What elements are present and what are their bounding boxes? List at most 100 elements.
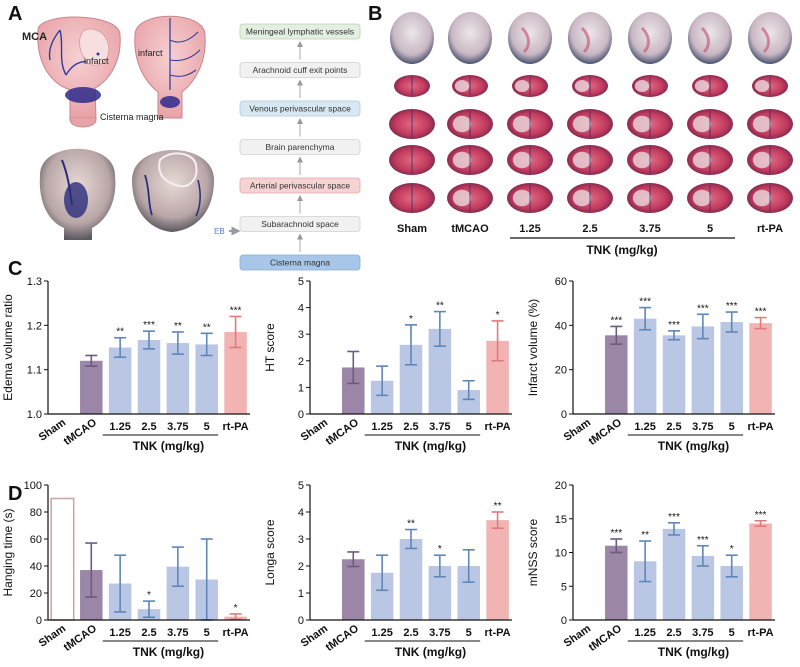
y-tick-label: 4	[298, 303, 304, 315]
flow-step-box	[239, 23, 361, 40]
group-label: 1.25	[519, 223, 540, 235]
bar	[166, 566, 190, 620]
bar	[399, 344, 423, 414]
y-tick-label: 5	[561, 581, 567, 593]
x-tick-label: tMCAO	[324, 416, 362, 447]
bar-charts: 1.01.11.21.3***** ** *****Edema volume rat…	[1, 276, 775, 659]
bar	[80, 360, 103, 414]
y-tick-label: 40	[555, 320, 567, 332]
bar	[457, 390, 480, 414]
bar	[166, 343, 190, 414]
y-tick-label: 3	[298, 329, 304, 341]
panel-label-b: B	[368, 3, 382, 25]
bar	[720, 566, 743, 620]
x-tick-label: 2.5	[666, 627, 681, 639]
significance-marker: **	[203, 322, 211, 333]
y-tick-label: 15	[555, 514, 567, 526]
y-tick-label: 80	[30, 507, 42, 519]
cisterna-magna-label: Cisterna magna	[100, 112, 164, 122]
bar	[137, 339, 161, 414]
group-label: 2.5	[582, 223, 597, 235]
x-tick-label: 1.25	[634, 421, 655, 433]
x-tick-label: 3.75	[429, 627, 450, 639]
brain-photo-top	[628, 12, 672, 64]
brain-photo-top	[568, 12, 612, 64]
significance-marker: **	[407, 519, 415, 530]
brain-photo-top	[448, 12, 492, 64]
y-tick-label: 1.3	[27, 276, 42, 288]
significance-marker: *	[234, 603, 238, 614]
x-tick-label: 3.75	[429, 421, 450, 433]
x-tick-label: tMCAO	[587, 416, 625, 447]
flow-step-text: Subarachnoid space	[261, 219, 339, 229]
brain-photo-top	[688, 12, 732, 64]
y-tick-label: 0	[561, 409, 567, 421]
significance-marker: *	[496, 310, 500, 321]
bar	[662, 335, 686, 414]
y-tick-label: 20	[555, 365, 567, 377]
group-label: 5	[707, 223, 713, 235]
bar	[605, 335, 628, 414]
bar	[486, 340, 509, 414]
bar	[749, 323, 772, 414]
significance-marker: **	[494, 501, 502, 512]
y-tick-label: 5	[298, 276, 304, 288]
flow-step-text: Meningeal lymphatic vessels	[246, 27, 354, 37]
y-tick-label: 40	[30, 561, 42, 573]
significance-marker: ***	[755, 307, 767, 318]
group-label: 3.75	[639, 223, 660, 235]
significance-marker: ***	[610, 528, 622, 539]
x-tick-label: rt-PA	[485, 421, 511, 433]
x-tick-label: 3.75	[692, 421, 713, 433]
y-tick-label: 60	[30, 534, 42, 546]
x-group-label: TNK (mg/kg)	[395, 439, 466, 453]
significance-marker: ***	[726, 301, 738, 312]
bar	[370, 572, 394, 620]
x-group-label: TNK (mg/kg)	[133, 439, 204, 453]
y-tick-label: 1.0	[27, 409, 42, 421]
y-tick-label: 1.2	[27, 320, 42, 332]
significance-marker: ***	[230, 305, 242, 316]
significance-marker: **	[641, 530, 649, 541]
flow-step-text: Brain parenchyma	[266, 142, 335, 152]
brain-photo-top	[390, 12, 434, 64]
x-tick-label: tMCAO	[62, 416, 100, 447]
flow-step-text: Venous perivascular space	[249, 104, 351, 114]
bar-sham	[50, 497, 75, 621]
x-tick-label: 5	[466, 627, 472, 639]
x-tick-label: 1.25	[371, 627, 392, 639]
x-group-label: TNK (mg/kg)	[658, 439, 729, 453]
group-label: rt-PA	[757, 223, 783, 235]
panel-label-d: D	[8, 483, 22, 505]
tnk-label: TNK (mg/kg)	[586, 243, 657, 257]
y-axis-label: mNSS score	[526, 519, 540, 587]
significance-marker: **	[174, 321, 182, 332]
bar	[428, 566, 452, 620]
x-tick-label: 3.75	[167, 421, 188, 433]
y-tick-label: 1	[298, 382, 304, 394]
infarct-label-right: infarct	[138, 48, 163, 58]
significance-marker: ***	[668, 512, 680, 523]
bar	[457, 566, 480, 620]
flow-step-box	[239, 254, 361, 271]
y-tick-label: 1.1	[27, 365, 42, 377]
group-label: tMCAO	[451, 223, 489, 235]
y-tick-label: 60	[555, 276, 567, 288]
bar	[370, 380, 394, 414]
x-tick-label: 2.5	[403, 421, 418, 433]
bar	[691, 326, 715, 414]
flow-diagram: Meningeal lymphatic vessels Arachnoid cuf…	[239, 23, 361, 271]
x-tick-label: 2.5	[403, 627, 418, 639]
significance-marker: *	[147, 590, 151, 601]
x-tick-label: rt-PA	[748, 627, 774, 639]
significance-marker: **	[436, 301, 444, 312]
group-label: Sham	[397, 223, 427, 235]
bar	[195, 344, 218, 414]
brain-photo-top	[508, 12, 552, 64]
y-tick-label: 0	[298, 615, 304, 627]
y-tick-label: 0	[298, 409, 304, 421]
x-group-label: TNK (mg/kg)	[658, 645, 729, 659]
panel-label-c: C	[8, 258, 22, 280]
x-tick-label: 1.25	[109, 627, 130, 639]
